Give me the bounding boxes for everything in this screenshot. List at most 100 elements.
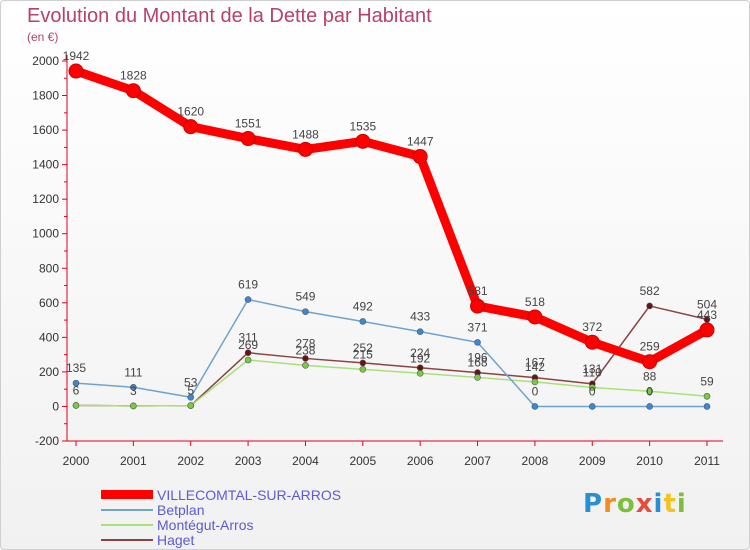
data-point [359,359,367,367]
data-point [703,403,711,410]
y-tick-label: 800 [39,261,59,275]
data-label: 269 [238,338,258,352]
y-tick-label: 400 [39,330,59,344]
data-label: 443 [697,308,717,322]
data-point [302,362,309,369]
data-point [130,383,137,391]
data-label: 53 [184,375,198,389]
proxiti-logo: Proxiti [583,489,687,519]
data-point [646,387,653,395]
data-point [68,63,84,79]
data-label: 196 [468,351,488,365]
data-label: 5 [187,384,194,398]
data-label: 0 [589,384,596,398]
data-label: 259 [640,340,660,354]
data-label: 252 [353,341,373,355]
data-point [588,403,596,410]
data-label: 1535 [349,119,376,133]
x-tick-label: 2008 [522,454,549,468]
data-point [412,149,428,165]
x-tick-label: 2002 [177,454,204,468]
data-point [416,369,424,377]
x-tick-label: 2010 [636,454,663,468]
data-label: 215 [353,347,373,361]
data-label: 278 [295,336,315,350]
data-point [359,318,367,325]
y-tick-label: 2000 [32,54,59,68]
data-point [72,402,80,409]
data-point [527,309,543,325]
x-tick-label: 2001 [120,454,147,468]
y-tick-label: 0 [52,399,59,413]
series-line [75,359,708,407]
x-tick-label: 2003 [235,454,262,468]
data-label: 168 [468,355,488,369]
data-point [470,298,486,314]
y-tick-label: 1200 [32,192,59,206]
data-label: 372 [582,320,602,334]
x-tick-label: 2005 [349,454,376,468]
axes: -200020040060080010001200140016001800200… [32,54,723,468]
data-point [244,296,252,303]
legend-item[interactable]: Haget [101,532,341,548]
data-label: 6 [73,383,80,397]
data-point [72,379,80,387]
series-labels: 1942 1828 1620 1551 1488 1535 1447 581 518 372 259… [63,49,718,398]
data-label: 88 [643,369,657,383]
x-tick-label: 2007 [464,454,491,468]
chart-subtitle: (en €) [27,30,59,44]
data-point [130,402,137,410]
legend-label: Montégut-Arros [157,516,254,533]
data-point [187,393,195,401]
data-label: 619 [238,278,258,292]
data-point [703,316,711,323]
data-point [474,339,481,346]
data-label: 1551 [235,117,262,131]
series-line [71,66,712,367]
y-tick-label: 600 [39,296,59,310]
data-point [642,354,658,370]
data-label: 111 [124,365,143,379]
data-label: 582 [640,284,660,298]
data-label: 504 [697,297,717,311]
data-point [359,366,367,373]
data-point [244,349,252,357]
data-point [302,355,309,362]
data-point [584,334,600,350]
y-tick-label: 1400 [32,158,59,172]
data-label: 433 [410,310,430,324]
data-point [588,384,596,391]
data-point [699,322,715,338]
data-point [125,83,141,99]
legend-label: VILLECOMTAL-SUR-ARROS [157,486,342,503]
data-point [355,133,371,149]
data-point [531,403,539,410]
data-point [646,302,653,310]
data-label: 59 [700,374,714,388]
data-label: 492 [353,299,373,313]
legend-item[interactable]: Betplan [101,502,341,518]
data-point [474,374,481,381]
legend-item[interactable]: Montégut-Arros [101,516,341,533]
data-point [302,308,309,315]
data-label: 311 [239,331,258,345]
data-label: 142 [525,360,545,374]
data-label: 1828 [120,69,147,83]
data-label: 0 [532,384,539,398]
data-point [183,119,199,135]
x-tick-label: 2000 [63,454,90,468]
data-label: 131 [582,362,602,376]
data-point [531,378,539,386]
legend-item[interactable]: VILLECOMTAL-SUR-ARROS [101,486,342,503]
data-label: 224 [410,346,430,360]
data-point [416,364,424,372]
x-tick-label: 2006 [407,454,434,468]
y-tick-label: -200 [35,434,59,448]
y-tick-label: 1800 [32,89,59,103]
data-label: 135 [66,361,86,375]
data-point [244,356,252,364]
data-label: 518 [525,295,545,309]
legend-swatch [101,538,153,541]
